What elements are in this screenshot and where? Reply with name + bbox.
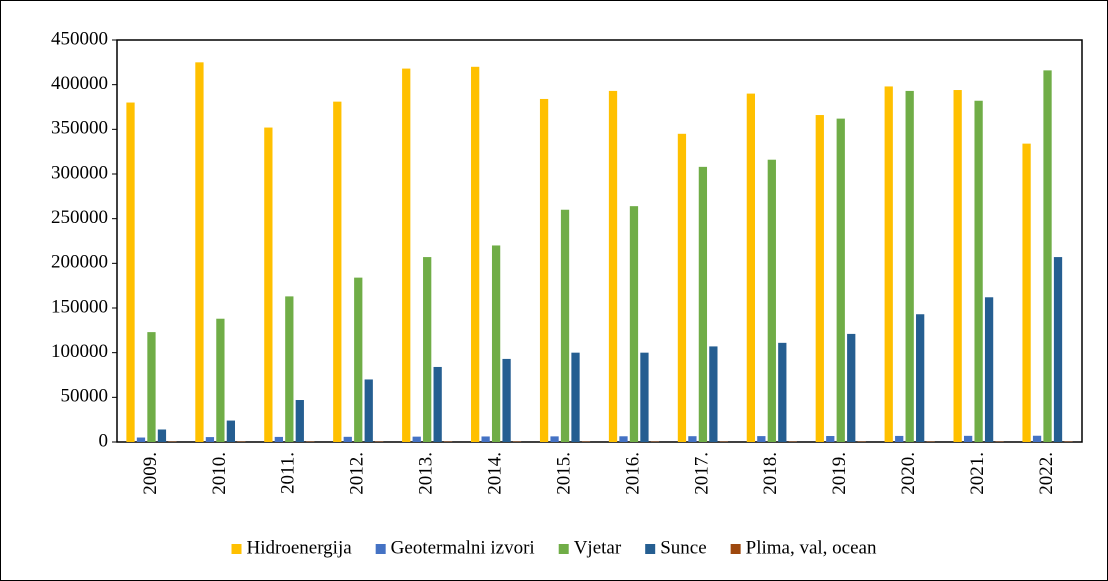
x-tick-label: 2010.: [209, 452, 230, 495]
legend-label: Sunce: [660, 537, 706, 558]
y-tick-label: 0: [99, 430, 109, 451]
y-tick-label: 50000: [61, 386, 109, 407]
bar: [333, 101, 342, 442]
bar: [1032, 435, 1042, 442]
x-tick-label: 2021.: [967, 452, 988, 495]
bar: [847, 333, 856, 442]
bar: [354, 277, 363, 442]
x-tick-label: 2014.: [484, 452, 505, 495]
y-tick-label: 100000: [51, 341, 108, 362]
y-tick-label: 250000: [51, 207, 108, 228]
bar: [402, 68, 411, 442]
bar: [147, 332, 156, 442]
bar: [343, 436, 352, 442]
bar: [905, 90, 914, 443]
y-tick-label: 150000: [51, 296, 108, 317]
bar: [226, 420, 236, 442]
bar: [412, 436, 421, 442]
bar: [746, 93, 756, 442]
x-tick-label: 2012.: [347, 452, 368, 495]
x-tick-label: 2018.: [760, 452, 781, 495]
legend-label: Hidroenergija: [247, 537, 353, 558]
legend-swatch: [375, 544, 386, 554]
bar: [550, 436, 559, 442]
legend-swatch: [730, 544, 741, 554]
x-tick-label: 2019.: [829, 452, 850, 495]
bar: [826, 436, 835, 442]
bar: [560, 209, 570, 442]
bar: [1053, 257, 1063, 442]
bar: [984, 297, 994, 442]
bar: [1043, 70, 1052, 442]
bar: [953, 90, 962, 442]
bar: [502, 358, 511, 442]
bar: [205, 437, 215, 442]
bar: [895, 435, 904, 442]
y-tick-label: 200000: [51, 252, 108, 273]
legend-label: Vjetar: [574, 537, 622, 558]
bar: [757, 436, 766, 442]
x-tick-label: 2013.: [416, 452, 437, 495]
x-tick-label: 2015.: [553, 452, 574, 495]
bar: [698, 166, 708, 442]
bar: [126, 102, 135, 443]
bar: [1022, 143, 1031, 443]
bar: [884, 86, 893, 442]
bar: [571, 352, 580, 442]
bar: [539, 98, 549, 443]
bar: [916, 314, 925, 442]
bar: [709, 346, 718, 442]
bar: [433, 366, 442, 442]
legend-swatch: [558, 544, 569, 554]
y-tick-label: 400000: [51, 73, 108, 94]
bar: [274, 436, 283, 442]
bar: [688, 436, 697, 442]
y-tick-label: 350000: [51, 118, 108, 139]
bar: [136, 437, 146, 442]
bar: [619, 436, 628, 442]
plot-border: [116, 39, 1083, 443]
bar: [963, 435, 973, 442]
y-tick-label: 450000: [51, 28, 108, 49]
bar: [285, 296, 294, 442]
bar: [640, 352, 649, 442]
bar: [264, 127, 273, 443]
legend-swatch: [231, 544, 242, 554]
x-tick-label: 2011.: [278, 452, 299, 494]
x-tick-label: 2020.: [898, 452, 919, 495]
legend-label: Plima, val, ocean: [746, 537, 877, 558]
bar: [195, 62, 204, 442]
bar: [767, 159, 776, 442]
bar: [608, 90, 618, 443]
x-tick-label: 2009.: [140, 452, 161, 495]
bar: [491, 245, 501, 442]
y-tick-label: 300000: [51, 162, 108, 183]
legend-swatch: [645, 544, 656, 554]
bar: [157, 429, 167, 442]
legend-label: Geotermalni izvori: [391, 537, 535, 558]
bar: [629, 206, 639, 442]
x-tick-label: 2016.: [622, 452, 643, 495]
bar: [423, 257, 432, 442]
bar: [974, 100, 983, 442]
bar: [364, 379, 373, 442]
x-tick-label: 2017.: [691, 452, 712, 495]
bar: [778, 342, 787, 442]
bar: [481, 436, 490, 442]
x-tick-label: 2022.: [1036, 452, 1057, 495]
bar: [677, 133, 687, 443]
bar: [471, 66, 480, 443]
bar: [216, 318, 225, 442]
bar: [815, 115, 824, 442]
bar: [295, 400, 304, 442]
bar: [836, 118, 845, 442]
